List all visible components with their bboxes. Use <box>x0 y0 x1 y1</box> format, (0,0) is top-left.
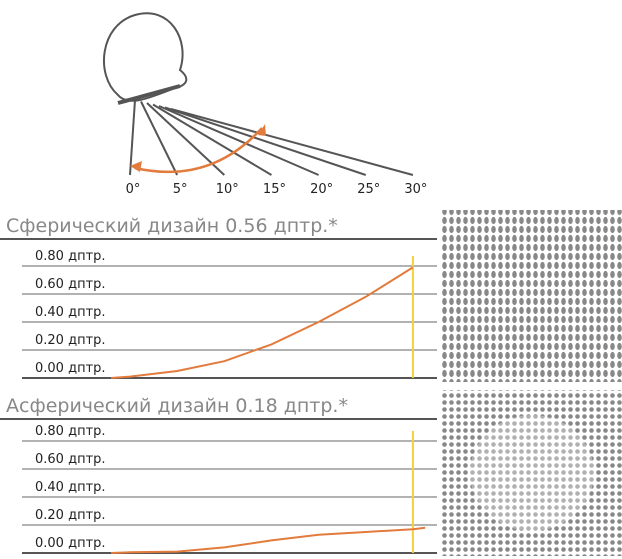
ray <box>170 108 414 176</box>
angle-label: 25° <box>357 182 380 197</box>
y-tick-label: 0.20 дптр. <box>35 333 106 348</box>
dot-pattern <box>442 210 622 382</box>
arrow-head <box>258 124 266 136</box>
angle-label: 0° <box>126 182 141 197</box>
line-series <box>111 526 426 554</box>
angle-label: 5° <box>173 182 188 197</box>
arrow <box>134 127 263 174</box>
ray <box>129 99 136 176</box>
y-tick-label: 0.20 дптр. <box>35 508 106 523</box>
dot-pattern <box>442 390 622 556</box>
arrow-head <box>130 161 142 172</box>
ray <box>164 106 367 176</box>
y-tick-label: 0.40 дптр. <box>35 305 106 320</box>
angle-label: 15° <box>263 182 286 197</box>
y-tick-label: 0.60 дптр. <box>35 452 106 467</box>
y-tick-label: 0.60 дптр. <box>35 277 106 292</box>
ray <box>158 105 319 176</box>
rays <box>129 99 414 176</box>
y-tick-label: 0.00 дптр. <box>35 536 106 551</box>
angle-label: 10° <box>216 182 239 197</box>
dot-pattern-lens <box>470 415 594 531</box>
y-tick-label: 0.80 дптр. <box>35 424 106 439</box>
angle-label: 20° <box>310 182 333 197</box>
y-tick-label: 0.00 дптр. <box>35 361 106 376</box>
line-series <box>111 266 414 379</box>
y-tick-label: 0.40 дптр. <box>35 480 106 495</box>
chart-title: Асферический дизайн 0.18 дптр.* <box>6 395 348 417</box>
ray <box>152 103 272 176</box>
y-tick-label: 0.80 дптр. <box>35 249 106 264</box>
ray <box>140 101 179 176</box>
chart-title: Сферический дизайн 0.56 дптр.* <box>6 215 338 237</box>
angle-label: 30° <box>404 182 427 197</box>
head-diagram <box>103 12 188 105</box>
